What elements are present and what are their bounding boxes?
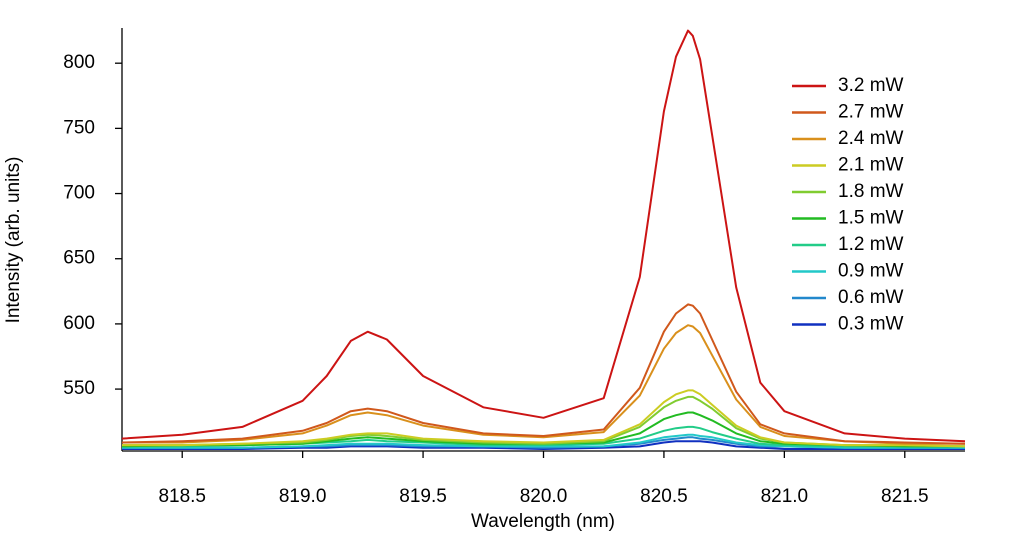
y-tick-label: 650 xyxy=(63,248,95,269)
y-tick-label: 550 xyxy=(63,378,95,399)
x-tick-label: 821.5 xyxy=(881,486,929,507)
x-axis-title: Wavelength (nm) xyxy=(471,511,615,532)
y-tick-label: 800 xyxy=(63,52,95,73)
series-line xyxy=(121,29,966,443)
legend-label: 2.4 mW xyxy=(838,128,904,149)
series-line xyxy=(121,303,966,445)
series-line xyxy=(122,440,965,450)
y-tick-label: 750 xyxy=(63,117,95,138)
y-tick-label: 700 xyxy=(63,183,95,204)
series-line xyxy=(122,389,966,448)
series-line xyxy=(122,425,965,448)
series-line xyxy=(122,436,965,449)
legend-label: 1.5 mW xyxy=(838,208,904,229)
x-tick-label: 819.0 xyxy=(279,486,327,507)
legend-label: 1.8 mW xyxy=(838,181,904,202)
legend-label: 0.3 mW xyxy=(838,314,904,335)
legend-label: 3.2 mW xyxy=(838,75,904,96)
x-tick-label: 820.0 xyxy=(520,486,568,507)
y-axis-title: Intensity (arb. units) xyxy=(3,157,24,324)
legend-label: 2.1 mW xyxy=(838,155,904,176)
legend-label: 2.7 mW xyxy=(838,102,904,123)
x-tick-label: 820.5 xyxy=(640,486,688,507)
legend-label: 0.9 mW xyxy=(838,261,904,282)
x-tick-label: 821.0 xyxy=(761,486,809,507)
y-tick-label: 600 xyxy=(63,313,95,334)
series-line xyxy=(122,395,966,448)
series-line xyxy=(122,433,965,449)
legend-label: 0.6 mW xyxy=(838,287,904,308)
x-tick-label: 818.5 xyxy=(158,486,206,507)
legend-label: 1.2 mW xyxy=(838,234,904,255)
x-tick-label: 819.5 xyxy=(399,486,447,507)
series-line xyxy=(122,324,965,445)
series-line xyxy=(121,411,965,448)
